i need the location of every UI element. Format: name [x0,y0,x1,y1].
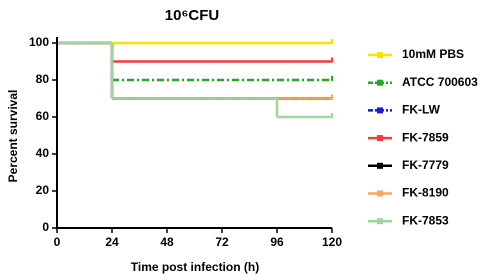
chart-title: 10⁶CFU [165,7,219,24]
x-tick-label: 0 [54,235,61,249]
legend-label: FK-8190 [402,186,449,200]
x-tick-label: 96 [270,235,284,249]
legend-label: 10mM PBS [402,47,464,61]
legend-label: FK-7853 [402,213,449,227]
legend-marker [377,107,383,114]
legend-label: FK-7859 [402,130,449,144]
legend-marker [377,79,383,86]
legend-label: FK-7779 [402,158,449,172]
x-tick-label: 48 [160,235,174,249]
y-tick-label: 80 [36,72,50,86]
x-tick-label: 120 [322,235,342,249]
y-tick-label: 60 [36,109,50,123]
legend-marker [377,190,383,197]
x-axis-label: Time post infection (h) [131,260,259,274]
legend-marker [377,218,383,225]
x-tick-label: 24 [105,235,119,249]
legend-marker [377,52,383,58]
legend-marker [377,135,383,142]
legend-marker [377,162,383,169]
y-tick-label: 100 [29,35,49,49]
legend-label: ATCC 700603 [402,75,478,89]
y-tick-label: 0 [42,220,49,234]
legend-label: FK-LW [402,103,441,117]
y-axis-label: Percent survival [6,90,20,183]
x-tick-label: 72 [215,235,229,249]
y-tick-label: 40 [36,146,50,160]
y-tick-label: 20 [36,183,50,197]
